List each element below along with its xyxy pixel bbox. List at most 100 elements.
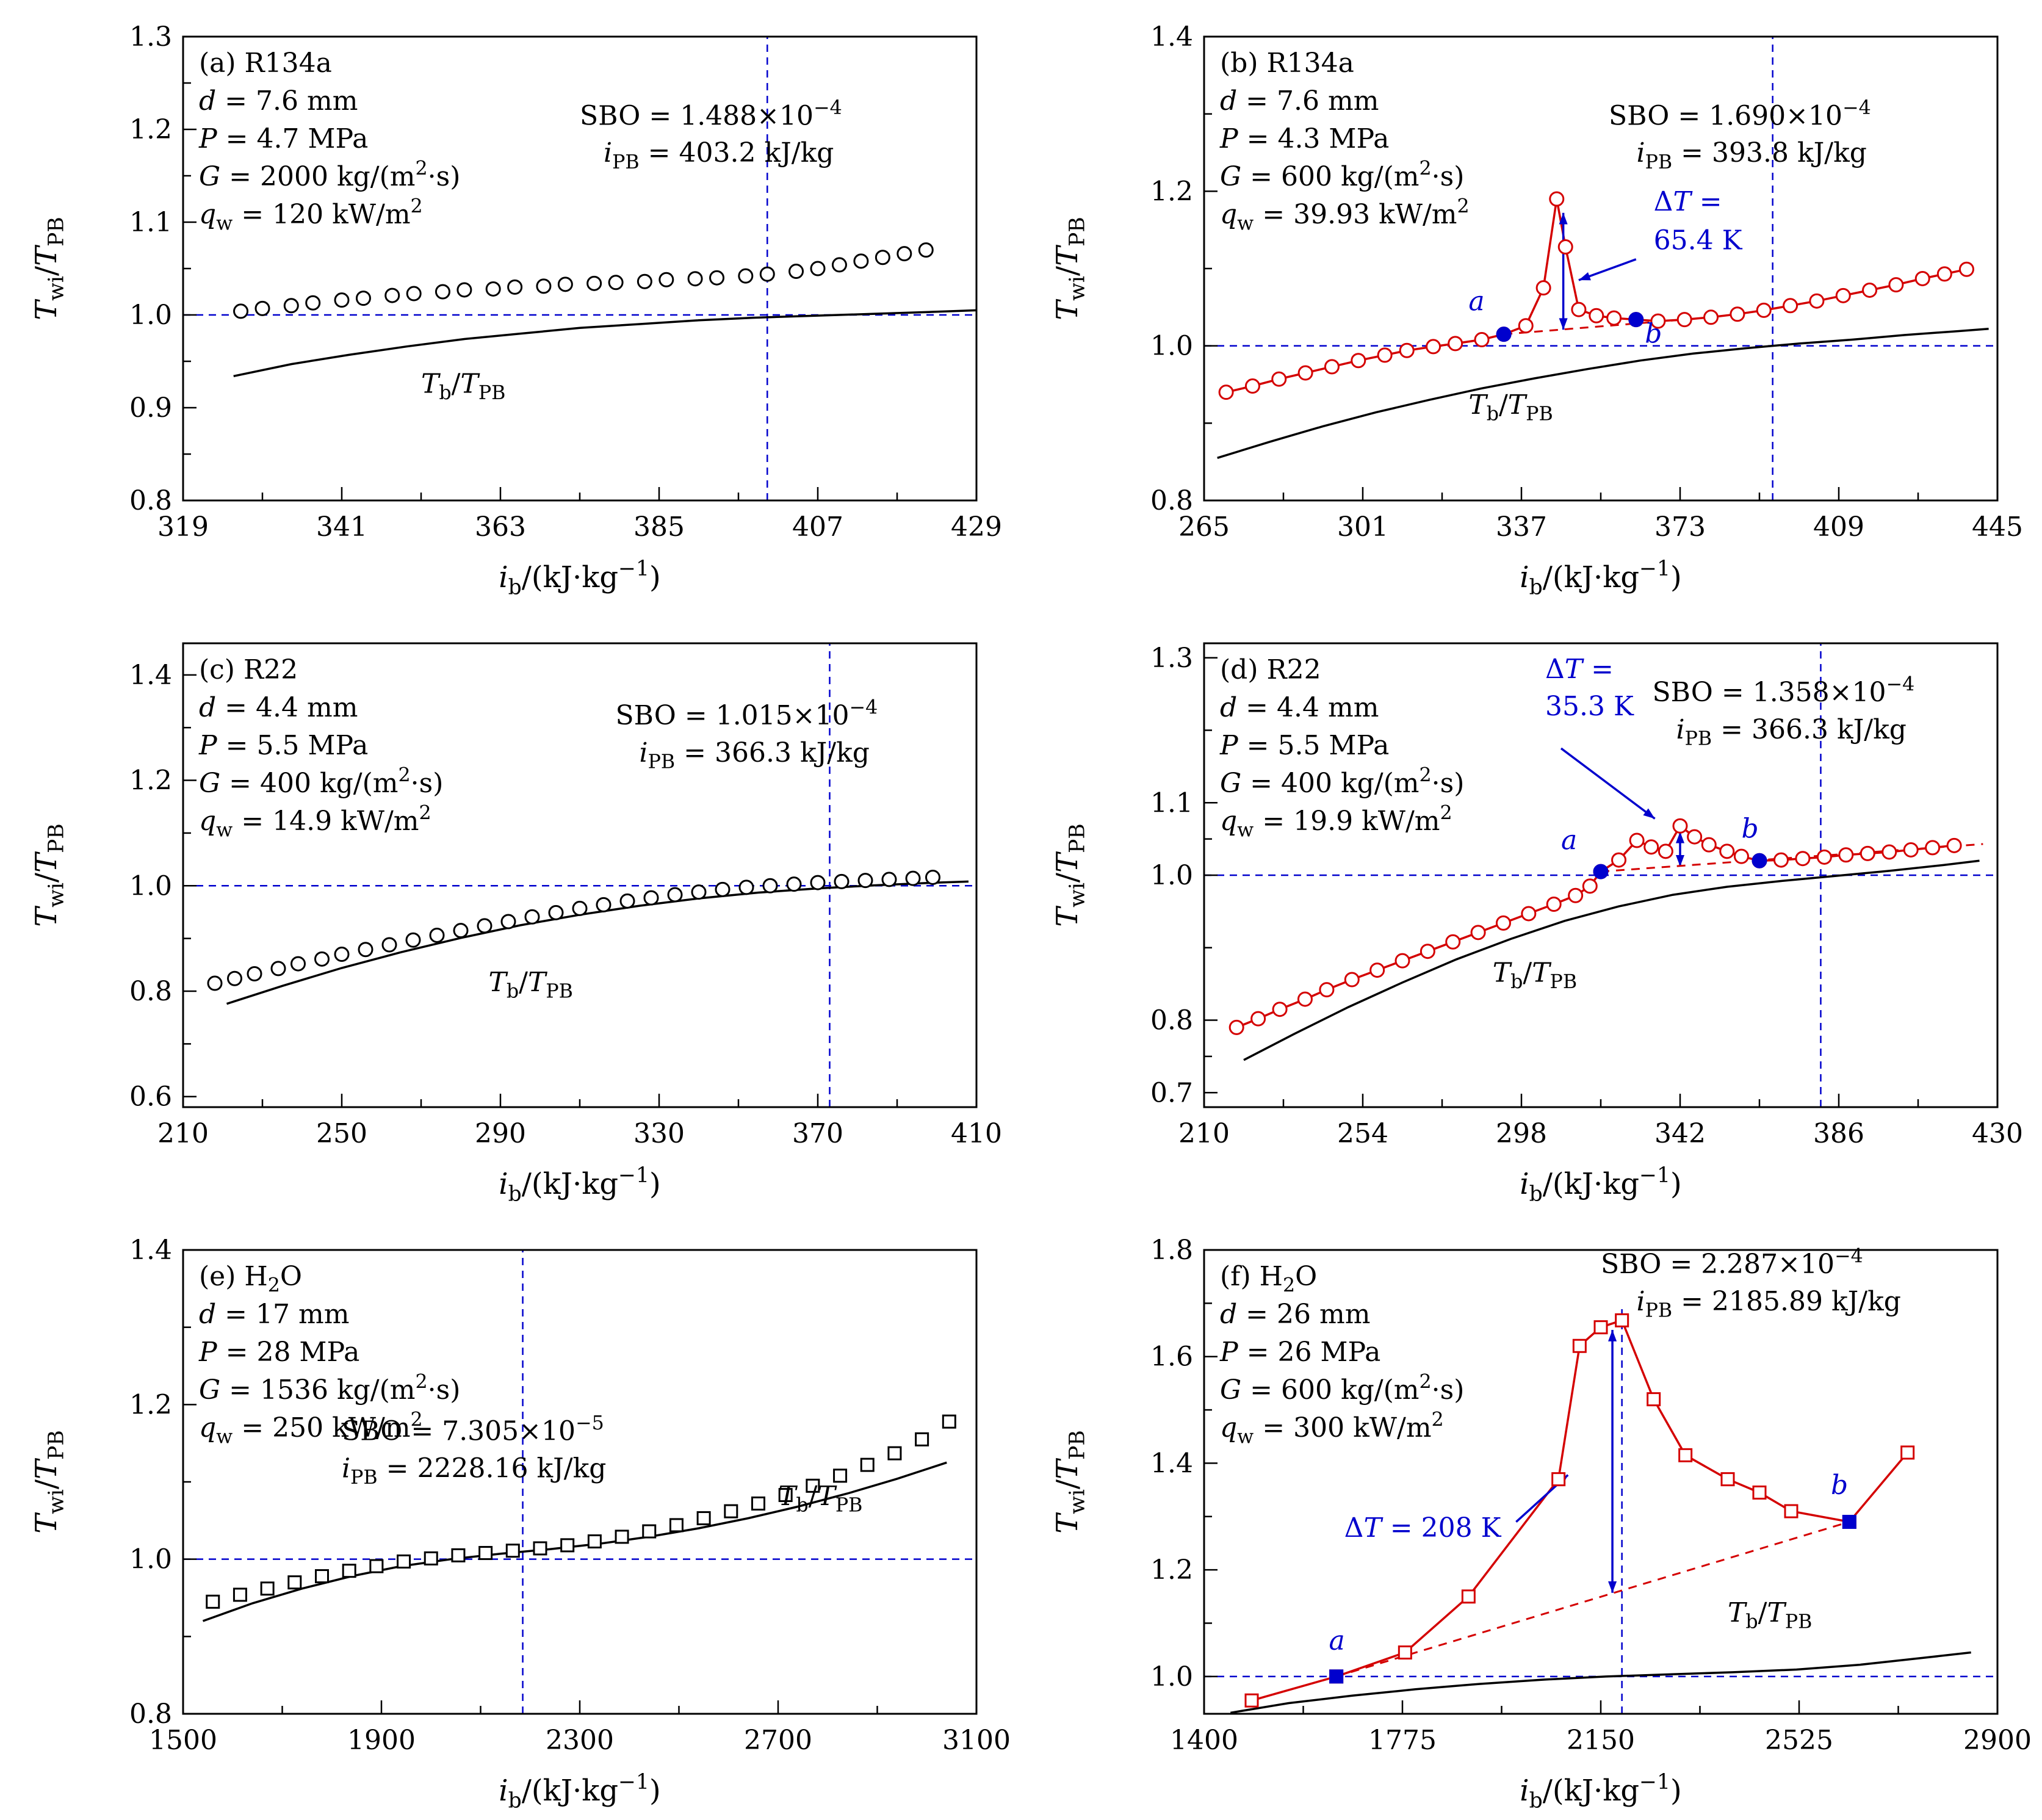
- x-tick-label: 319: [157, 511, 209, 543]
- ipb-value: iPB = 2228.16 kJ/kg: [342, 1453, 606, 1489]
- point-a-label: a: [1561, 825, 1577, 856]
- data-point-marker: [643, 890, 659, 906]
- ab-dashed-line: [1336, 1521, 1850, 1678]
- y-tick-label: 1.0: [129, 870, 172, 901]
- data-point-marker: [342, 1564, 356, 1578]
- data-point-marker: [709, 270, 725, 286]
- x-tick-label: 337: [1496, 511, 1547, 543]
- data-point-marker: [1946, 837, 1962, 853]
- tb-tpb-curve: [226, 880, 969, 1005]
- data-point-marker: [233, 1587, 247, 1602]
- tb-tpb-curve: [1243, 859, 1980, 1061]
- info-line-1: d = 7.6 mm: [1220, 85, 1379, 117]
- data-point-marker: [587, 1534, 602, 1549]
- data-point-marker: [429, 927, 445, 943]
- data-point-marker: [1881, 844, 1897, 860]
- data-point-marker: [1319, 982, 1335, 998]
- data-point-marker: [1658, 843, 1673, 859]
- info-line-0: (a) R134a: [199, 48, 332, 79]
- data-point-marker: [918, 242, 934, 258]
- data-point-marker: [942, 1414, 956, 1429]
- chart-panel-a: 319 341 363 385 407 429 0.8 0.9 1.0 1.1 1.2 1.3 SBO …: [29, 21, 1002, 600]
- x-tick-label: 370: [792, 1118, 843, 1149]
- data-point-marker: [1546, 897, 1562, 912]
- data-point-marker: [533, 1541, 547, 1556]
- data-point-marker: [260, 1581, 275, 1596]
- x-tick-label: 2150: [1567, 1725, 1635, 1756]
- data-point-marker: [1914, 270, 1930, 286]
- point-b-label: b: [1741, 813, 1758, 844]
- data-point-marker: [1549, 191, 1565, 207]
- data-point-marker: [270, 961, 286, 977]
- y-tick-label: 0.8: [129, 1699, 172, 1730]
- info-line-3: G = 400 kg/(m2·s): [199, 764, 443, 799]
- info-line-0: (f) H2O: [1220, 1261, 1317, 1297]
- x-tick-label: 210: [157, 1118, 209, 1149]
- x-tick-label: 373: [1654, 511, 1706, 543]
- data-point-marker: [1809, 293, 1825, 309]
- info-line-4: qw = 19.9 kW/m2: [1220, 802, 1452, 841]
- data-point-marker: [334, 947, 350, 962]
- data-point-marker: [477, 918, 492, 934]
- data-point-marker: [586, 275, 602, 291]
- data-point-marker: [724, 1504, 738, 1518]
- x-tick-label: 3100: [942, 1725, 1011, 1756]
- data-point-marker: [1218, 385, 1234, 400]
- data-point-marker: [1593, 1320, 1608, 1335]
- delta-t-span-arrow-head-top: [1675, 831, 1685, 843]
- data-point-marker: [1611, 852, 1627, 868]
- data-point-marker: [1344, 972, 1360, 988]
- delta-t-span-arrow-head-top: [1608, 1330, 1617, 1342]
- y-tick-label: 1.0: [1150, 860, 1193, 891]
- x-tick-label: 1400: [1170, 1725, 1238, 1756]
- x-tick-label: 250: [316, 1118, 367, 1149]
- data-point-marker: [406, 286, 422, 302]
- point-a-label: a: [1468, 286, 1484, 317]
- delta-t-span-arrow-head-top: [1559, 212, 1568, 225]
- x-tick-label: 445: [1972, 511, 2023, 543]
- point-a-marker: [1496, 327, 1512, 342]
- curve-label-tb-tpb: Tb/TPB: [1468, 389, 1553, 425]
- data-point-marker: [1324, 359, 1340, 375]
- data-point-marker: [1903, 842, 1919, 858]
- chart-panel-d: 210 254 298 342 386 430 0.7 0.8 1.0 1.1 1.3 ΔT = 35.…: [1050, 642, 2023, 1207]
- data-point-marker: [305, 295, 321, 311]
- curve-label-tb-tpb: Tb/TPB: [778, 1481, 862, 1517]
- info-line-0: (d) R22: [1220, 654, 1321, 685]
- data-point-marker: [1470, 925, 1486, 941]
- info-line-3: G = 2000 kg/(m2·s): [199, 157, 460, 192]
- data-point-marker: [1297, 991, 1313, 1007]
- data-point-marker: [1557, 239, 1573, 255]
- delta-t-span-arrow-head-bottom: [1559, 318, 1568, 330]
- data-point-marker: [500, 914, 516, 930]
- data-point-marker: [507, 279, 523, 295]
- delta-t-span-arrow-head-bottom: [1608, 1581, 1617, 1593]
- panel-e: 1500 1900 2300 2700 3100 0.8 1.0 1.2 1.4 SBO = 7.…: [0, 1213, 1021, 1820]
- data-point-marker: [334, 292, 350, 308]
- data-point-marker: [1756, 302, 1772, 318]
- info-line-4: qw = 120 kW/m2: [199, 195, 423, 234]
- y-tick-label: 1.0: [1150, 331, 1193, 362]
- ipb-value: iPB = 403.2 kJ/kg: [604, 137, 834, 173]
- data-point-marker: [1228, 1019, 1244, 1035]
- y-tick-label: 1.4: [129, 660, 172, 691]
- data-point-marker: [788, 264, 804, 280]
- info-line-1: d = 26 mm: [1220, 1299, 1370, 1330]
- info-line-4: qw = 14.9 kW/m2: [199, 802, 431, 841]
- data-point-marker: [853, 253, 869, 269]
- info-line-2: P = 26 MPa: [1219, 1337, 1380, 1368]
- data-point-marker: [424, 1551, 438, 1565]
- data-point-marker: [1244, 378, 1260, 394]
- data-point-marker: [435, 284, 450, 300]
- point-a-marker: [1329, 1669, 1344, 1684]
- data-point-marker: [451, 1548, 466, 1562]
- x-tick-label: 386: [1813, 1118, 1864, 1149]
- data-point-marker: [1650, 313, 1666, 329]
- y-tick-label: 1.0: [129, 1544, 172, 1575]
- x-tick-label: 385: [633, 511, 685, 543]
- x-tick-label: 2900: [1963, 1725, 2032, 1756]
- y-axis-label: Twi/TPB: [1050, 823, 1090, 926]
- data-point-marker: [233, 303, 249, 319]
- x-tick-label: 409: [1813, 511, 1864, 543]
- chart-panel-b: 265 301 337 373 409 445 0.8 1.0 1.2 1.4 SBO = 1.69…: [1050, 21, 2023, 600]
